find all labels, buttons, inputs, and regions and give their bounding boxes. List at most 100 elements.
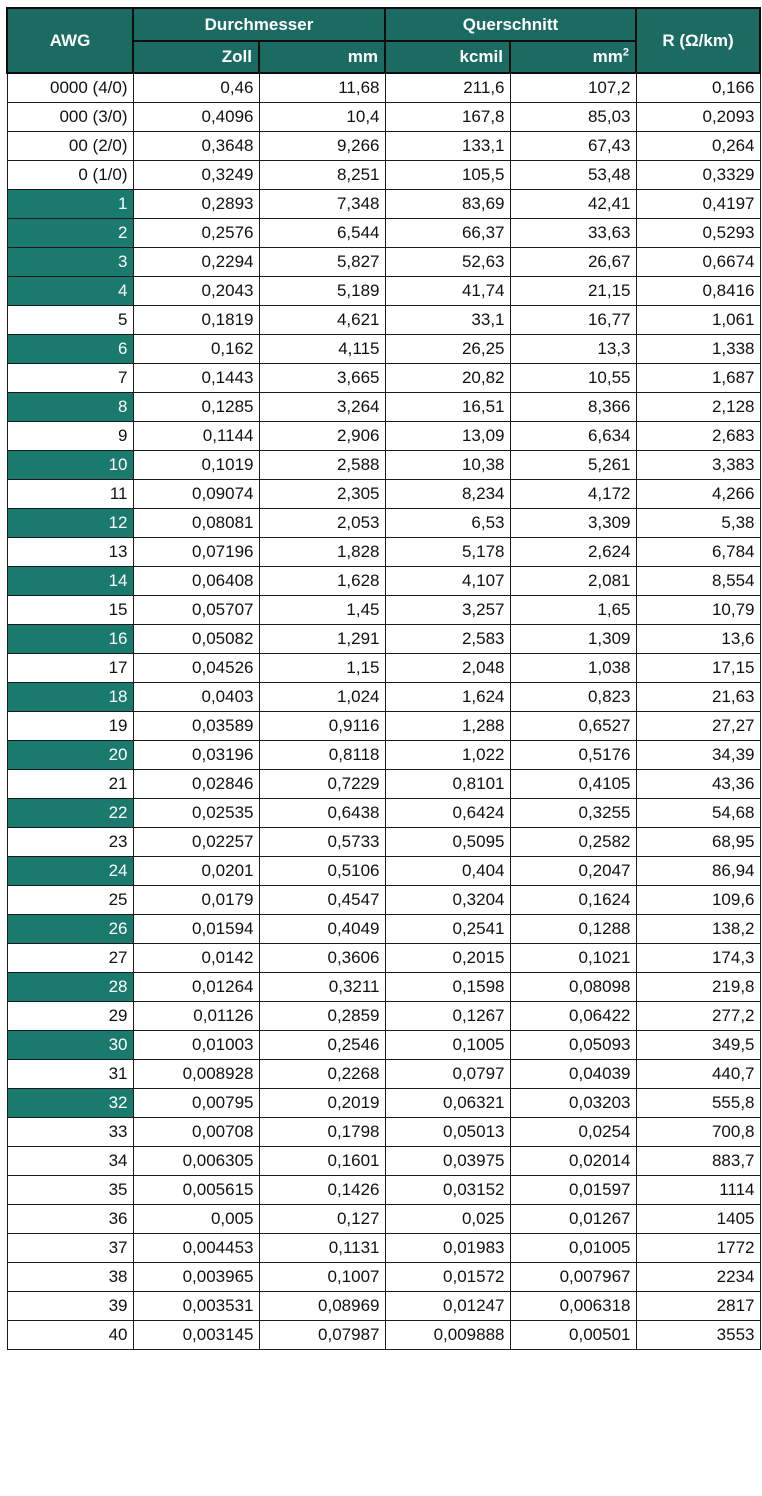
kcmil-cell: 8,234	[384, 479, 511, 509]
resistance-cell: 2,128	[635, 392, 761, 422]
zoll-cell: 0,162	[132, 334, 260, 364]
kcmil-cell: 5,178	[384, 537, 511, 567]
table-row: 13 0,07196 1,828 5,178 2,624 6,784	[6, 537, 761, 567]
kcmil-cell: 167,8	[384, 102, 511, 132]
kcmil-cell: 1,624	[384, 682, 511, 712]
mm-cell: 1,628	[258, 566, 386, 596]
awg-cell: 2	[6, 218, 134, 248]
zoll-cell: 0,1819	[132, 305, 260, 335]
mm2-cell: 0,1624	[509, 885, 637, 915]
mm-cell: 0,127	[258, 1204, 386, 1234]
zoll-cell: 0,05707	[132, 595, 260, 625]
zoll-cell: 0,01003	[132, 1030, 260, 1060]
table-row: 37 0,004453 0,1131 0,01983 0,01005 1772	[6, 1233, 761, 1263]
mm2-cell: 42,41	[509, 189, 637, 219]
awg-cell: 32	[6, 1088, 134, 1118]
table-row: 23 0,02257 0,5733 0,5095 0,2582 68,95	[6, 827, 761, 857]
zoll-cell: 0,00795	[132, 1088, 260, 1118]
kcmil-cell: 3,257	[384, 595, 511, 625]
table-row: 7 0,1443 3,665 20,82 10,55 1,687	[6, 363, 761, 393]
resistance-cell: 0,264	[635, 131, 761, 161]
mm2-cell: 0,2582	[509, 827, 637, 857]
mm-cell: 0,1131	[258, 1233, 386, 1263]
awg-cell: 13	[6, 537, 134, 567]
zoll-cell: 0,3249	[132, 160, 260, 190]
resistance-cell: 219,8	[635, 972, 761, 1002]
table-row: 12 0,08081 2,053 6,53 3,309 5,38	[6, 508, 761, 538]
awg-cell: 36	[6, 1204, 134, 1234]
header-kcmil: kcmil	[384, 40, 511, 74]
zoll-cell: 0,0142	[132, 943, 260, 973]
table-row: 18 0,0403 1,024 1,624 0,823 21,63	[6, 682, 761, 712]
mm2-cell: 0,006318	[509, 1291, 637, 1321]
mm2-cell: 0,08098	[509, 972, 637, 1002]
table-row: 27 0,0142 0,3606 0,2015 0,1021 174,3	[6, 943, 761, 973]
resistance-cell: 6,784	[635, 537, 761, 567]
resistance-cell: 0,2093	[635, 102, 761, 132]
awg-cell: 18	[6, 682, 134, 712]
header-zoll: Zoll	[132, 40, 260, 74]
kcmil-cell: 0,01247	[384, 1291, 511, 1321]
mm-cell: 5,827	[258, 247, 386, 277]
mm2-cell: 6,634	[509, 421, 637, 451]
table-row: 0 (1/0) 0,3249 8,251 105,5 53,48 0,3329	[6, 160, 761, 190]
kcmil-cell: 0,2015	[384, 943, 511, 973]
resistance-cell: 700,8	[635, 1117, 761, 1147]
awg-cell: 12	[6, 508, 134, 538]
table-row: 17 0,04526 1,15 2,048 1,038 17,15	[6, 653, 761, 683]
mm-cell: 2,305	[258, 479, 386, 509]
zoll-cell: 0,004453	[132, 1233, 260, 1263]
mm-cell: 0,6438	[258, 798, 386, 828]
resistance-cell: 1,061	[635, 305, 761, 335]
zoll-cell: 0,09074	[132, 479, 260, 509]
zoll-cell: 0,005615	[132, 1175, 260, 1205]
mm2-cell: 0,06422	[509, 1001, 637, 1031]
zoll-cell: 0,003531	[132, 1291, 260, 1321]
mm2-cell: 0,6527	[509, 711, 637, 741]
resistance-cell: 68,95	[635, 827, 761, 857]
mm2-cell: 10,55	[509, 363, 637, 393]
awg-cell: 14	[6, 566, 134, 596]
table-row: 35 0,005615 0,1426 0,03152 0,01597 1114	[6, 1175, 761, 1205]
resistance-cell: 0,4197	[635, 189, 761, 219]
awg-cell: 15	[6, 595, 134, 625]
resistance-cell: 1405	[635, 1204, 761, 1234]
mm2-cell: 16,77	[509, 305, 637, 335]
kcmil-cell: 105,5	[384, 160, 511, 190]
table-row: 40 0,003145 0,07987 0,009888 0,00501 3553	[6, 1320, 761, 1350]
resistance-cell: 440,7	[635, 1059, 761, 1089]
awg-cell: 6	[6, 334, 134, 364]
mm2-cell: 0,5176	[509, 740, 637, 770]
awg-cell: 9	[6, 421, 134, 451]
zoll-cell: 0,05082	[132, 624, 260, 654]
mm-cell: 0,5733	[258, 827, 386, 857]
kcmil-cell: 26,25	[384, 334, 511, 364]
mm2-cell: 0,03203	[509, 1088, 637, 1118]
kcmil-cell: 0,0797	[384, 1059, 511, 1089]
mm2-cell: 0,3255	[509, 798, 637, 828]
zoll-cell: 0,003145	[132, 1320, 260, 1350]
zoll-cell: 0,46	[132, 72, 260, 103]
mm-cell: 0,2859	[258, 1001, 386, 1031]
awg-cell: 27	[6, 943, 134, 973]
mm-cell: 0,1601	[258, 1146, 386, 1176]
mm2-cell: 33,63	[509, 218, 637, 248]
awg-cell: 17	[6, 653, 134, 683]
mm-cell: 0,5106	[258, 856, 386, 886]
mm2-cell: 26,67	[509, 247, 637, 277]
zoll-cell: 0,02535	[132, 798, 260, 828]
table-row: 9 0,1144 2,906 13,09 6,634 2,683	[6, 421, 761, 451]
resistance-cell: 1114	[635, 1175, 761, 1205]
header-durchmesser: Durchmesser	[132, 7, 386, 42]
mm-cell: 4,115	[258, 334, 386, 364]
resistance-cell: 4,266	[635, 479, 761, 509]
awg-cell: 29	[6, 1001, 134, 1031]
mm-cell: 1,024	[258, 682, 386, 712]
mm2-cell: 0,007967	[509, 1262, 637, 1292]
mm2-cell: 0,02014	[509, 1146, 637, 1176]
table-row: 4 0,2043 5,189 41,74 21,15 0,8416	[6, 276, 761, 306]
table-row: 10 0,1019 2,588 10,38 5,261 3,383	[6, 450, 761, 480]
resistance-cell: 1772	[635, 1233, 761, 1263]
awg-cell: 11	[6, 479, 134, 509]
resistance-cell: 0,8416	[635, 276, 761, 306]
